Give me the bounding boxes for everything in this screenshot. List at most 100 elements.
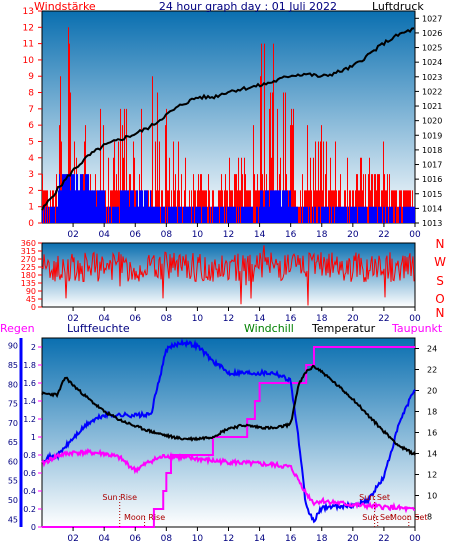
- pressure-y-tick-label: 1023: [422, 73, 442, 82]
- wind-x-tick-label: 00: [409, 230, 421, 240]
- humidity-y-tick-label: 65: [8, 438, 18, 447]
- wind-x-tick-label: 10: [192, 230, 204, 240]
- wind-y-tick-label: 8: [28, 89, 34, 99]
- temperature-y-tick-label: 14: [427, 450, 437, 459]
- wind-direction-line: [41, 245, 415, 306]
- rain-y-tick-label: 0.8: [23, 451, 36, 460]
- wind-x-tick-label: 16: [285, 230, 297, 240]
- humidity-y-tick-label: 45: [8, 515, 18, 524]
- wind-y-tick-label: 6: [28, 121, 34, 131]
- wind-y-tick-label: 0: [28, 219, 34, 229]
- pressure-y-tick-label: 1015: [422, 190, 442, 199]
- pressure-y-tick-label: 1018: [422, 146, 442, 155]
- humidity-y-tick-label: 55: [8, 477, 18, 486]
- humidity-panel: 45 50 55 60 65 70 75 80 85 90 0 0.2 0.4 0.6 0.8 1 1.2 1.4…: [8, 338, 437, 544]
- temperature-line: [41, 364, 416, 456]
- direction-y-tick-label: 360: [21, 239, 36, 248]
- compass-label-n: N: [436, 306, 445, 320]
- pressure-y-tick-label: 1016: [422, 175, 442, 184]
- direction-x-tick-label: 04: [98, 314, 110, 324]
- wind-x-tick-label: 18: [316, 230, 328, 240]
- compass-label-n: N: [436, 237, 445, 251]
- direction-x-tick-label: 16: [285, 314, 297, 324]
- rain-y-tick-label: 0.2: [23, 505, 36, 514]
- temperature-y-tick-label: 12: [427, 471, 437, 480]
- humidity-x-tick-label: 06: [130, 534, 142, 544]
- annotation-label: Moon Rise: [124, 513, 165, 522]
- pressure-y-tick-label: 1027: [422, 14, 442, 23]
- humidity-y-tick-label: 70: [8, 419, 18, 428]
- rain-y-tick-label: 1.4: [23, 397, 36, 406]
- humidity-y-tick-label: 80: [8, 380, 18, 389]
- temperature-y-tick-label: 24: [427, 345, 437, 354]
- rain-y-tick-label: 1.6: [23, 379, 36, 388]
- direction-x-tick-label: 18: [316, 314, 328, 324]
- compass-label-s: S: [436, 274, 444, 288]
- direction-x-tick-label: 22: [378, 314, 389, 324]
- wind-panel: 0123456789101112131013101410151016101710…: [23, 7, 443, 240]
- wind-y-tick-label: 11: [23, 40, 34, 50]
- humidity-x-tick-label: 12: [223, 534, 234, 544]
- pressure-y-tick-label: 1014: [422, 204, 442, 213]
- humidity-x-tick-label: 10: [192, 534, 204, 544]
- wind-y-tick-label: 7: [28, 105, 34, 115]
- humidity-y-tick-label: 85: [8, 361, 18, 370]
- wind-x-tick-label: 02: [67, 230, 78, 240]
- wind-y-tick-label: 1: [28, 203, 34, 213]
- humidity-x-tick-label: 00: [409, 534, 421, 544]
- direction-y-tick-label: 90: [26, 287, 36, 296]
- pressure-y-tick-label: 1022: [422, 87, 442, 96]
- legend-dewpoint: Taupunkt: [391, 322, 443, 335]
- temperature-y-tick-label: 20: [427, 387, 437, 396]
- humidity-x-tick-label: 02: [67, 534, 78, 544]
- humidity-x-tick-label: 18: [316, 534, 328, 544]
- wind-axis-title: Windstärke: [34, 0, 96, 13]
- wind-x-tick-label: 04: [98, 230, 110, 240]
- wind-y-tick-label: 2: [28, 186, 34, 196]
- annotation-label: Sun Set: [362, 513, 393, 522]
- pressure-y-tick-label: 1025: [422, 44, 442, 53]
- wind-y-tick-label: 13: [23, 7, 34, 17]
- direction-x-tick-label: 00: [409, 314, 421, 324]
- humidity-y-tick-label: 60: [8, 457, 18, 466]
- compass-label-o: O: [435, 292, 444, 306]
- temperature-y-tick-label: 18: [427, 408, 437, 417]
- chart-title: 24 hour graph day : 01 Juli 2022: [159, 0, 337, 13]
- humidity-y-tick-label: 75: [8, 400, 18, 409]
- pressure-y-tick-label: 1024: [422, 58, 442, 67]
- direction-x-tick-label: 08: [161, 314, 173, 324]
- rain-y-tick-label: 0: [31, 523, 36, 532]
- humidity-x-tick-label: 20: [347, 534, 359, 544]
- legend-rain: Regen: [0, 322, 35, 335]
- wind-x-tick-label: 06: [130, 230, 142, 240]
- rain-y-tick-label: 0.6: [23, 469, 36, 478]
- direction-y-tick-label: 180: [21, 271, 36, 280]
- direction-y-tick-label: 225: [21, 263, 36, 272]
- wind-panel-plot-area: [41, 10, 416, 224]
- pressure-axis-title: Luftdruck: [372, 0, 424, 13]
- wind-x-tick-label: 14: [254, 230, 266, 240]
- legend-humidity: Luftfeuchte: [67, 322, 130, 335]
- wind-y-tick-label: 10: [23, 56, 35, 66]
- legend-windchill: Windchill: [244, 322, 294, 335]
- wind-x-tick-label: 12: [223, 230, 234, 240]
- wind-x-tick-label: 08: [161, 230, 173, 240]
- compass-label-w: W: [434, 255, 446, 269]
- pressure-y-tick-label: 1020: [422, 117, 442, 126]
- humidity-x-tick-label: 16: [285, 534, 297, 544]
- wind-y-tick-label: 5: [28, 137, 34, 147]
- direction-y-tick-label: 45: [26, 295, 36, 304]
- pressure-y-tick-label: 1017: [422, 161, 442, 170]
- annotation-label: Sun Rise: [102, 493, 137, 502]
- humidity-panel-plot-area: [41, 337, 416, 528]
- rain-y-tick-label: 2: [31, 343, 36, 352]
- direction-x-tick-label: 02: [67, 314, 78, 324]
- pressure-y-tick-label: 1021: [422, 102, 442, 111]
- humidity-x-tick-label: 08: [161, 534, 173, 544]
- humidity-y-tick-label: 90: [8, 342, 18, 351]
- humidity-x-tick-label: 04: [98, 534, 110, 544]
- direction-x-tick-label: 14: [254, 314, 266, 324]
